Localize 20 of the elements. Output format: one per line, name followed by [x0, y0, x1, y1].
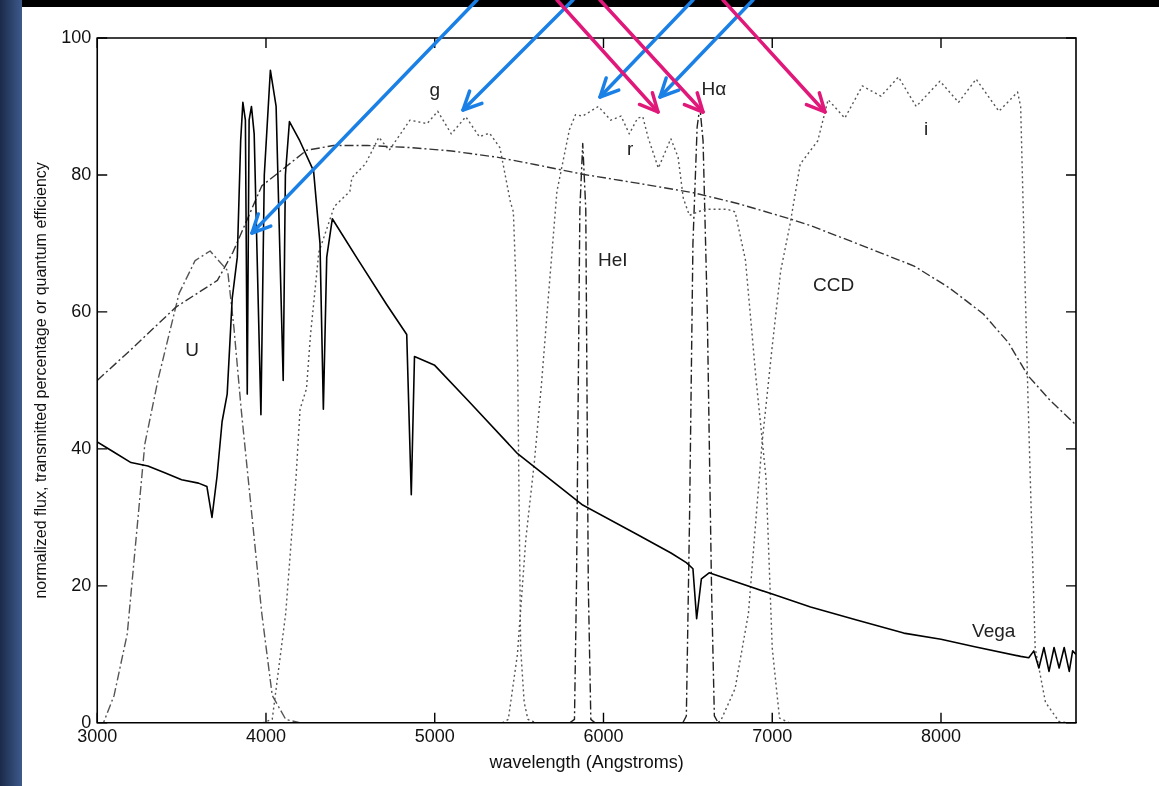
series-label: CCD — [813, 273, 855, 295]
series-label: r — [627, 137, 635, 159]
y-tick-label: 40 — [71, 437, 92, 458]
series-label: U — [185, 339, 199, 361]
series-label: HeI — [597, 248, 628, 270]
x-tick-label: 8000 — [920, 725, 962, 746]
x-tick-label: 6000 — [583, 725, 624, 746]
y-tick-label: 100 — [61, 26, 92, 47]
x-tick-label: 5000 — [414, 725, 455, 746]
series-label: Vega — [972, 620, 1016, 642]
y-tick-label: 20 — [71, 574, 92, 595]
x-tick-label: 7000 — [752, 725, 793, 746]
y-tick-label: 60 — [71, 300, 92, 321]
y-axis-title: normalized flux, transmitted percentage or quantum efficiency — [32, 162, 50, 599]
x-axis-title: wavelength (Angstroms) — [488, 752, 684, 773]
series-label: Hα — [701, 77, 727, 99]
series-label: i — [924, 117, 929, 139]
y-tick-label: 80 — [71, 163, 92, 184]
x-tick-label: 4000 — [245, 725, 287, 746]
series-label: g — [429, 78, 441, 100]
